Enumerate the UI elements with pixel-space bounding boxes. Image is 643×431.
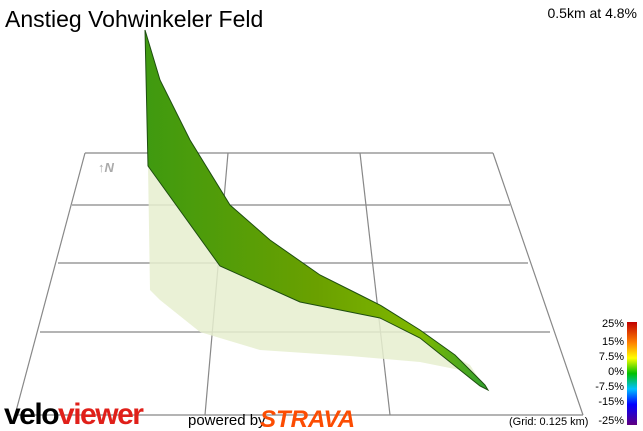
legend-label: 25% [602, 318, 624, 330]
legend: 25% 15% 7.5% 0% -7.5% -15% -25% [595, 318, 624, 427]
logo-part: viewer [58, 398, 144, 431]
compass: ↑N [98, 160, 115, 175]
grid-note: (Grid: 0.125 km) [509, 416, 588, 428]
logo-part: velo [4, 398, 59, 431]
summary: 0.5km at 4.8% [548, 5, 638, 21]
legend-label: -7.5% [595, 381, 624, 393]
legend-label: 15% [602, 336, 624, 348]
veloviewer-logo: veloviewer [4, 398, 144, 431]
profile-shadow [148, 165, 485, 388]
legend-label: 7.5% [599, 351, 624, 363]
title: Anstieg Vohwinkeler Feld [5, 6, 263, 32]
gradient-scale [627, 322, 637, 425]
powered-by: powered by [188, 412, 266, 429]
profile-ribbon [144, 29, 490, 392]
legend-label: -25% [598, 415, 624, 427]
strava-logo: STRAVA [260, 406, 355, 431]
legend-label: -15% [598, 396, 624, 408]
legend-label: 0% [608, 366, 624, 378]
